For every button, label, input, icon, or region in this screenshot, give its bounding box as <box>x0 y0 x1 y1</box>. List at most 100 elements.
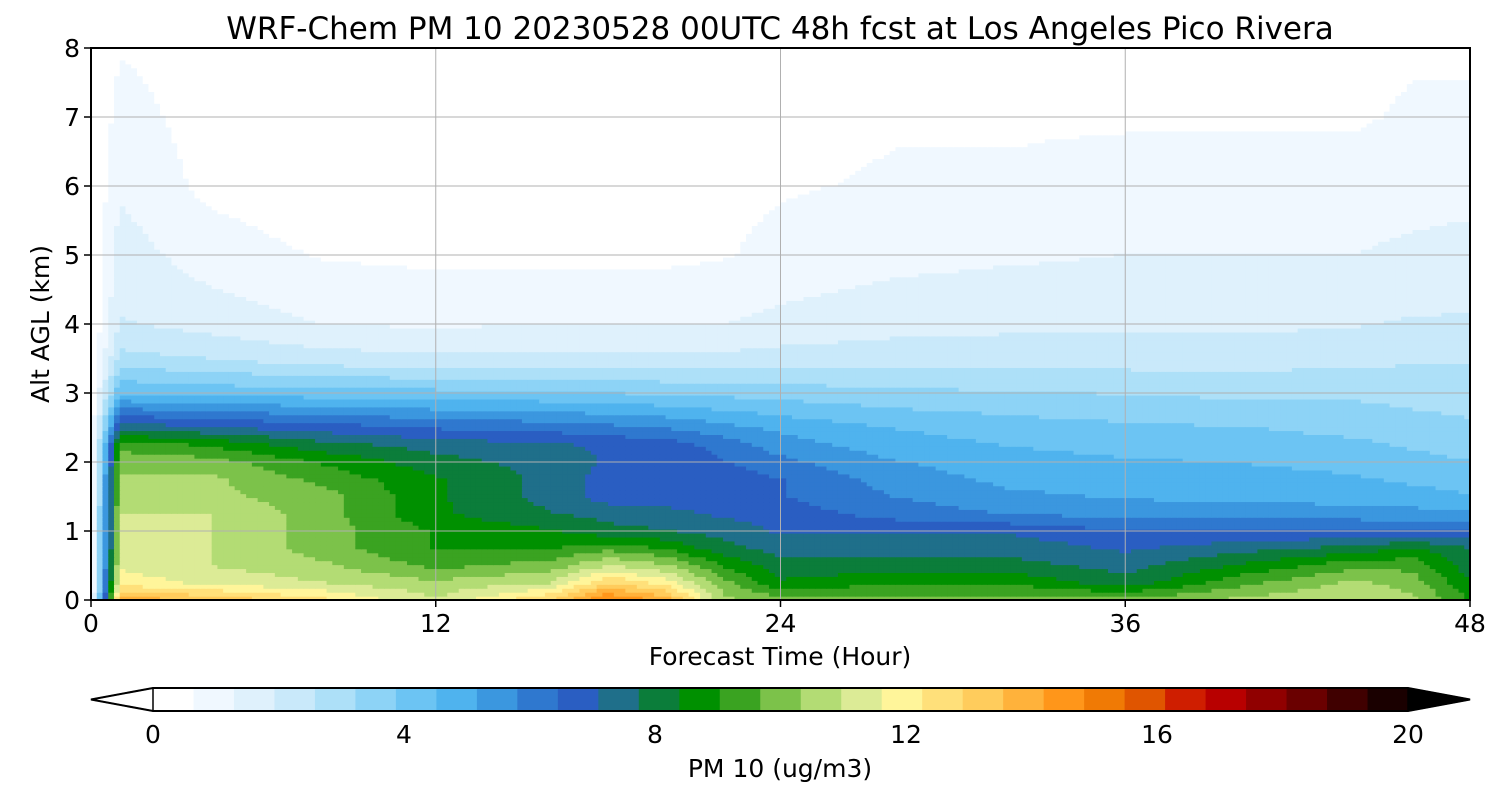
heatmap-cell <box>159 552 167 558</box>
heatmap-cell <box>1079 540 1086 546</box>
heatmap-cell <box>924 536 931 542</box>
heatmap-cell <box>1314 580 1322 585</box>
heatmap-cell <box>1039 592 1046 597</box>
heatmap-cell <box>119 556 127 562</box>
heatmap-cell <box>1251 536 1259 542</box>
heatmap-cell <box>1378 544 1385 550</box>
heatmap-cell <box>1131 580 1138 585</box>
heatmap-cell <box>510 568 517 573</box>
heatmap-cell <box>355 556 362 562</box>
heatmap-cell <box>286 556 293 562</box>
heatmap-cell <box>717 536 724 542</box>
heatmap-cell <box>1159 584 1167 589</box>
heatmap-cell <box>1240 572 1247 577</box>
heatmap-cell <box>142 564 150 570</box>
heatmap-cell <box>361 564 368 570</box>
heatmap-cell <box>786 560 793 566</box>
heatmap-cell <box>1021 576 1029 581</box>
heatmap-cell <box>1274 525 1281 530</box>
heatmap-cell <box>1378 540 1385 546</box>
heatmap-cell <box>1027 596 1034 600</box>
heatmap-cell <box>625 568 632 573</box>
heatmap-cell <box>96 552 104 558</box>
heatmap-cell <box>1280 560 1287 566</box>
heatmap-cell <box>797 521 805 526</box>
heatmap-cell <box>1441 560 1448 566</box>
heatmap-cell <box>981 596 988 600</box>
heatmap-cell <box>780 564 787 570</box>
heatmap-cell <box>1309 548 1316 554</box>
heatmap-cell <box>407 580 414 585</box>
heatmap-cell <box>947 568 954 573</box>
heatmap-cell <box>1222 536 1230 542</box>
heatmap-cell <box>1245 532 1253 538</box>
heatmap-cell <box>1286 584 1293 589</box>
heatmap-cell <box>332 568 339 573</box>
heatmap-cell <box>1102 560 1109 566</box>
heatmap-cell <box>625 521 632 526</box>
heatmap-cell <box>677 556 684 562</box>
heatmap-cell <box>1211 560 1218 566</box>
heatmap-cell <box>1033 540 1040 546</box>
heatmap-cell <box>585 588 592 593</box>
heatmap-cell <box>596 564 603 570</box>
heatmap-cell <box>280 588 287 593</box>
heatmap-cell <box>1245 576 1253 581</box>
heatmap-cell <box>1263 584 1270 589</box>
heatmap-cell <box>504 592 512 597</box>
heatmap-cell <box>912 552 919 558</box>
heatmap-cell <box>1085 525 1092 530</box>
heatmap-cell <box>165 517 173 522</box>
heatmap-cell <box>918 544 925 550</box>
heatmap-cell <box>728 556 736 562</box>
heatmap-cell <box>458 572 466 577</box>
heatmap-cell <box>964 584 971 589</box>
heatmap-cell <box>1142 592 1149 597</box>
heatmap-cell <box>125 568 132 573</box>
heatmap-cell <box>682 584 690 589</box>
heatmap-cell <box>619 572 626 577</box>
heatmap-cell <box>855 588 862 593</box>
heatmap-cell <box>734 588 741 593</box>
heatmap-cell <box>1337 548 1345 554</box>
heatmap-cell <box>814 588 822 593</box>
heatmap-cell <box>1418 521 1425 526</box>
heatmap-cell <box>527 560 535 566</box>
heatmap-cell <box>521 544 529 550</box>
heatmap-cell <box>613 584 621 589</box>
heatmap-cell <box>257 572 264 577</box>
heatmap-cell <box>1199 552 1207 558</box>
heatmap-cell <box>234 552 241 558</box>
heatmap-cell <box>516 544 523 550</box>
heatmap-cell <box>625 552 632 558</box>
heatmap-cell <box>671 580 678 585</box>
heatmap-cell <box>343 556 351 562</box>
heatmap-cell <box>1010 544 1017 550</box>
heatmap-cell <box>418 584 425 589</box>
heatmap-cell <box>1090 592 1098 597</box>
heatmap-cell <box>470 592 477 597</box>
heatmap-cell <box>366 525 374 530</box>
heatmap-cell <box>1027 568 1034 573</box>
heatmap-cell <box>349 544 356 550</box>
heatmap-cell <box>728 572 736 577</box>
heatmap-cell <box>1217 592 1224 597</box>
heatmap-cell <box>912 525 919 530</box>
heatmap-cell <box>516 560 523 566</box>
heatmap-cell <box>958 525 965 530</box>
heatmap-cell <box>228 580 236 585</box>
heatmap-cell <box>1435 556 1442 562</box>
heatmap-cell <box>849 560 856 566</box>
heatmap-cell <box>769 532 776 538</box>
heatmap-cell <box>263 580 270 585</box>
heatmap-cell <box>1021 548 1029 554</box>
heatmap-cell <box>240 596 247 600</box>
heatmap-cell <box>338 536 345 542</box>
heatmap-cell <box>941 536 948 542</box>
heatmap-cell <box>136 540 144 546</box>
heatmap-cell <box>1194 556 1201 562</box>
heatmap-cell <box>228 576 236 581</box>
heatmap-cell <box>487 596 494 600</box>
heatmap-cell <box>194 548 201 554</box>
heatmap-cell <box>487 592 494 597</box>
